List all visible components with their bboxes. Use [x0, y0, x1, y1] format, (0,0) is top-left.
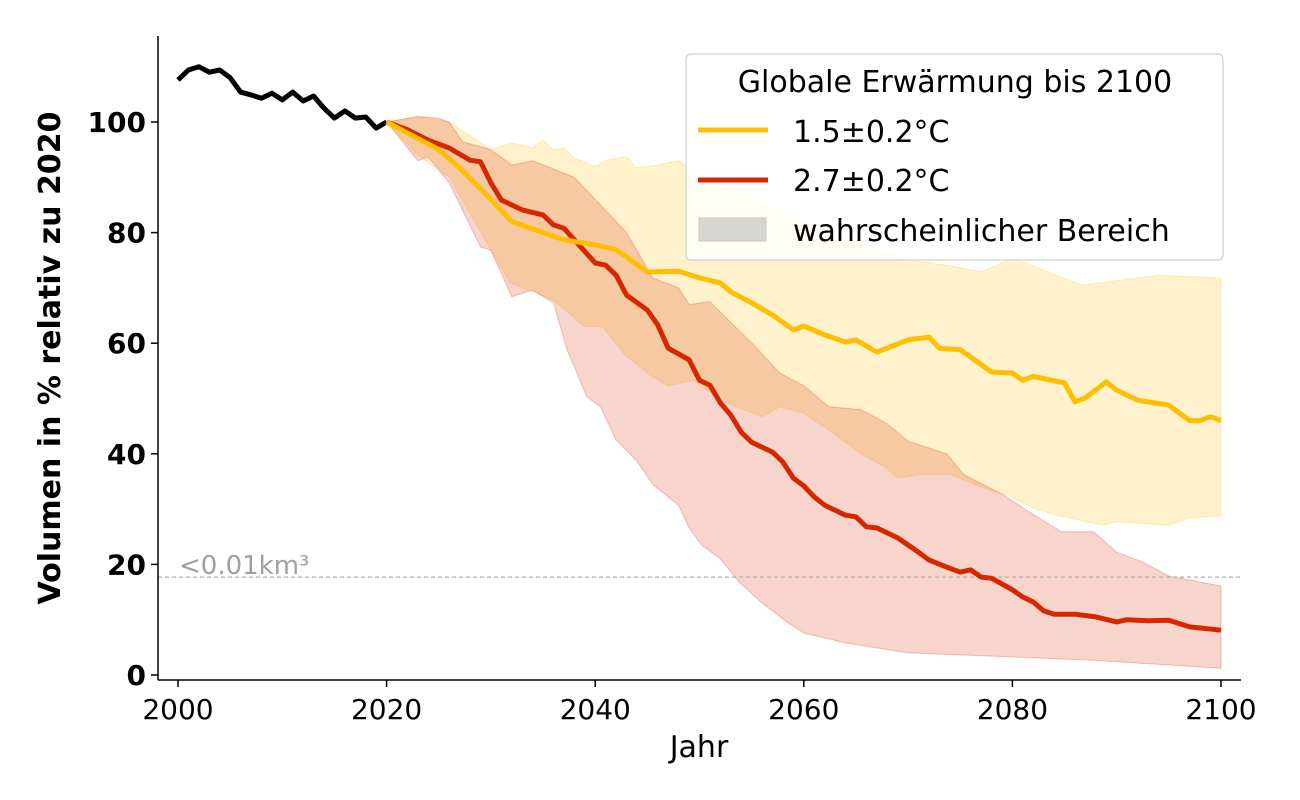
y-tick-label: 60 — [107, 327, 146, 360]
x-tick-label: 2080 — [977, 693, 1048, 726]
x-ticks: 2000 2020 2040 2060 2080 2100 — [142, 680, 1257, 726]
y-axis-label: Volumen in % relativ zu 2020 — [33, 112, 68, 605]
y-tick-label: 40 — [107, 438, 146, 471]
y-ticks: 0 20 40 60 80 100 — [88, 106, 158, 692]
y-tick-label: 0 — [127, 659, 146, 692]
observed-line — [176, 64, 388, 131]
range-band-2-7 — [385, 115, 1222, 669]
legend-range-patch — [698, 217, 767, 242]
x-axis-label: Jahr — [668, 730, 729, 765]
x-tick-label: 2020 — [351, 693, 422, 726]
x-tick-label: 2000 — [142, 693, 213, 726]
x-tick-label: 2040 — [560, 693, 631, 726]
y-tick-label: 100 — [88, 106, 146, 139]
legend-box — [685, 53, 1224, 261]
series-line-1-5 — [385, 119, 1222, 424]
range-band-1-5 — [385, 115, 1222, 526]
legend-entry-range: wahrscheinlicher Bereich — [793, 214, 1170, 249]
legend-entry-2-7: 2.7±0.2°C — [793, 164, 950, 199]
legend-title: Globale Erwärmung bis 2100 — [738, 65, 1172, 100]
legend: Globale Erwärmung bis 2100 1.5±0.2°C 2.7… — [685, 53, 1224, 261]
y-tick-label: 80 — [107, 217, 146, 250]
y-tick-label: 20 — [107, 548, 146, 581]
range-bands — [385, 115, 1222, 669]
x-tick-label: 2060 — [768, 693, 839, 726]
legend-entry-1-5: 1.5±0.2°C — [793, 115, 950, 150]
reference-line-label: <0.01km³ — [179, 551, 309, 581]
series-line-2-7 — [385, 119, 1222, 633]
x-tick-label: 2100 — [1185, 693, 1256, 726]
series-lines — [176, 64, 1222, 633]
